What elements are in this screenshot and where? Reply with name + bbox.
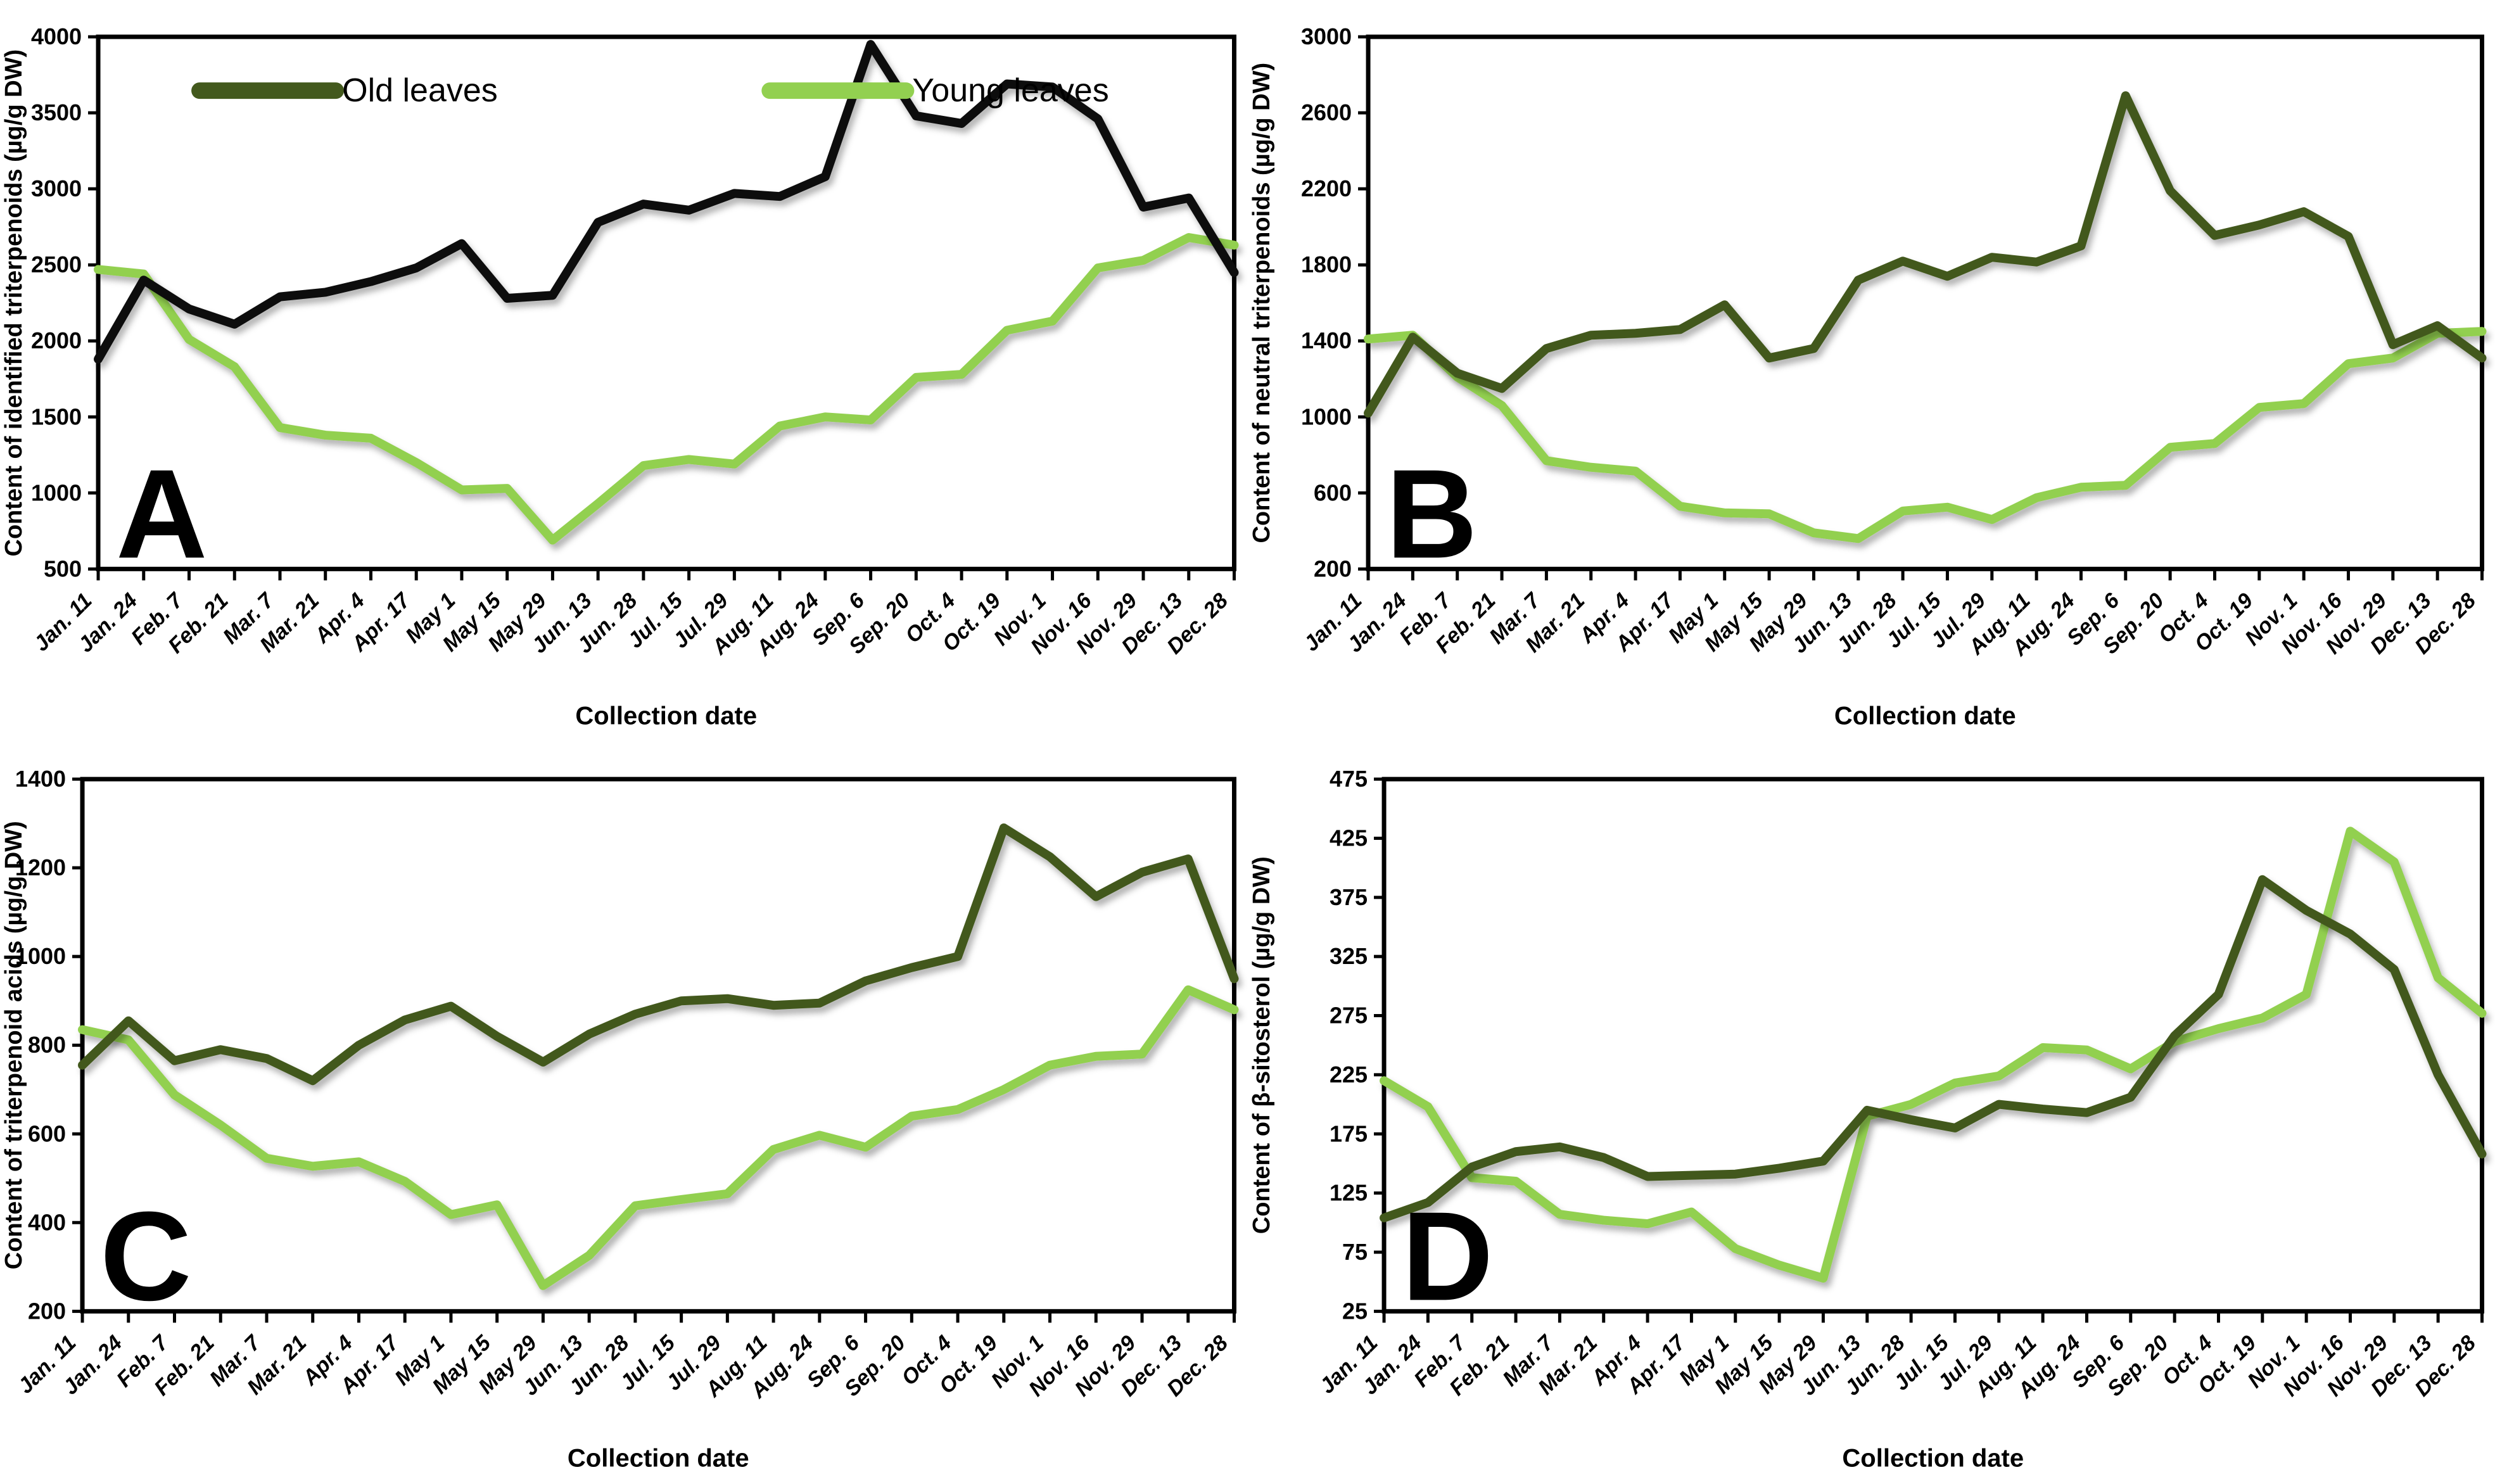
young-leaves-line — [1379, 826, 2486, 1283]
y-tick-label: 2200 — [1300, 175, 1351, 201]
panel-letter: C — [100, 1186, 191, 1327]
y-tick-label: 200 — [28, 1298, 66, 1324]
y-tick-label: 125 — [1329, 1179, 1367, 1205]
y-axis-title: Content of identified triterpenoids (µg/… — [1, 49, 27, 557]
young-leaves-line — [78, 985, 1239, 1290]
y-tick-label: 2000 — [31, 327, 82, 353]
y-tick-label: 3500 — [31, 99, 82, 125]
y-tick-label: 325 — [1329, 943, 1367, 969]
y-tick-label: 600 — [1313, 479, 1351, 505]
panel-letter: D — [1402, 1186, 1493, 1327]
panel-letter: A — [116, 443, 207, 585]
y-axis-title: Content of neutral triterpenoids (µg/g D… — [1248, 63, 1275, 543]
y-tick-label: 1000 — [15, 943, 66, 969]
y-tick-label: 425 — [1329, 825, 1367, 851]
panel-a-cell: 500 1000 1500 2000 2500 3000 3500 4000 Jan. 11 Ja… — [0, 0, 1248, 742]
plot-border — [1381, 777, 2484, 1314]
y-tick-label: 475 — [1329, 766, 1367, 792]
old-leaves-line — [1363, 91, 2486, 418]
y-tick-label: 175 — [1329, 1120, 1367, 1146]
y-tick-label: 1500 — [31, 403, 82, 429]
x-axis-title: Collection date — [568, 1444, 749, 1472]
y-tick-label: 25 — [1342, 1298, 1368, 1324]
old-leaves-line — [94, 40, 1239, 364]
x-axis-title: Collection date — [575, 702, 757, 730]
y-tick-label: 500 — [44, 555, 82, 581]
x-axis-title: Collection date — [1834, 702, 2016, 730]
y-tick-label: 75 — [1342, 1238, 1368, 1264]
old-leaves-line — [1379, 875, 2486, 1222]
y-tick-label: 600 — [28, 1120, 66, 1146]
young-leaves-line — [1363, 327, 2486, 543]
plot-border — [1366, 34, 2484, 571]
panel-b-cell: 200 600 1000 1400 1800 2200 2600 3000 Jan. 11 Jan… — [1247, 0, 2495, 742]
y-tick-label: 225 — [1329, 1061, 1367, 1087]
y-tick-label: 800 — [28, 1032, 66, 1058]
y-tick-label: 2600 — [1300, 99, 1351, 125]
y-tick-label: 3000 — [31, 175, 82, 201]
y-tick-label: 1000 — [31, 479, 82, 505]
young-leaves-legend-label: Young leaves — [912, 72, 1108, 109]
panel-c-cell: 200 400 600 800 1000 1200 1400 Jan. 11 Jan. 24 Fe… — [0, 742, 1248, 1484]
y-tick-label: 275 — [1329, 1002, 1367, 1028]
y-tick-label: 200 — [1313, 555, 1351, 581]
panel-d-cell: 25 75 125 175 225 275 325 375 425 475 Jan. 11 Jan. … — [1247, 742, 2495, 1484]
panel-letter: B — [1386, 443, 1477, 585]
y-axis-title: Content of β-sitosterol (µg/g DW) — [1248, 856, 1275, 1234]
y-tick-label: 1200 — [15, 854, 66, 880]
y-tick-label: 400 — [28, 1209, 66, 1235]
y-tick-label: 4000 — [31, 23, 82, 49]
x-axis-title: Collection date — [1842, 1444, 2024, 1472]
y-tick-label: 1400 — [1300, 327, 1351, 353]
y-tick-label: 3000 — [1300, 23, 1351, 49]
y-tick-label: 1400 — [15, 766, 66, 792]
panel-background — [0, 0, 1248, 742]
plot-border — [96, 34, 1236, 571]
y-tick-label: 2500 — [31, 251, 82, 277]
old-leaves-legend-label: Old leaves — [342, 72, 498, 109]
old-leaves-line — [78, 823, 1239, 1085]
young-leaves-line — [94, 232, 1239, 545]
y-tick-label: 1000 — [1300, 403, 1351, 429]
y-tick-label: 1800 — [1300, 251, 1351, 277]
y-tick-label: 375 — [1329, 884, 1367, 910]
y-axis-title: Content of triterpenoid acids (µg/g DW) — [1, 821, 27, 1269]
